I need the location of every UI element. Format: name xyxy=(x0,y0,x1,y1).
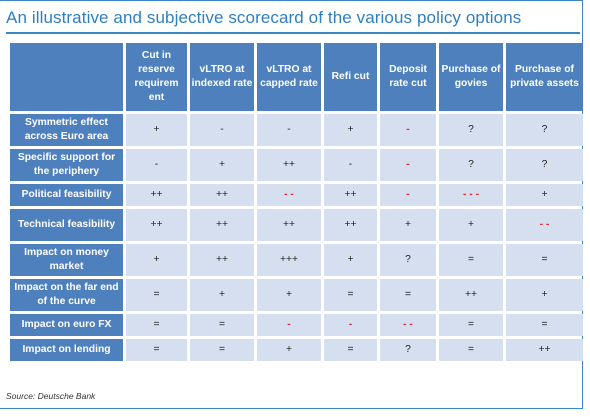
score-cell: = xyxy=(126,279,187,311)
score-cell: - - - xyxy=(439,184,503,206)
score-cell: ? xyxy=(506,149,583,181)
column-header: vLTRO at capped rate xyxy=(257,43,321,111)
row-header: Symmetric effect across Euro area xyxy=(10,114,123,146)
score-cell: ++ xyxy=(257,149,321,181)
score-cell: = xyxy=(324,279,377,311)
score-cell: - - xyxy=(257,184,321,206)
score-cell: ? xyxy=(380,339,436,361)
row-header: Impact on euro FX xyxy=(10,314,123,336)
score-cell: + xyxy=(190,149,254,181)
score-cell: - xyxy=(126,149,187,181)
score-cell: - - xyxy=(506,209,583,241)
score-cell: = xyxy=(380,279,436,311)
header-row: Cut in reserve requirem ent vLTRO at ind… xyxy=(10,43,583,111)
score-cell: ++ xyxy=(126,184,187,206)
score-cell: = xyxy=(506,314,583,336)
title-divider xyxy=(6,32,580,34)
score-cell: + xyxy=(126,114,187,146)
row-header: Impact on lending xyxy=(10,339,123,361)
column-header: Refi cut xyxy=(324,43,377,111)
score-cell: ++ xyxy=(324,184,377,206)
table-row: Impact on lending = = + =? = ++ xyxy=(10,339,583,361)
score-cell: ++ xyxy=(126,209,187,241)
column-header: Purchase of private assets xyxy=(506,43,583,111)
score-cell: +++ xyxy=(257,244,321,276)
column-header: vLTRO at indexed rate xyxy=(190,43,254,111)
row-header: Specific support for the periphery xyxy=(10,149,123,181)
score-cell: = xyxy=(439,339,503,361)
score-cell: ++ xyxy=(190,184,254,206)
figure-title: An illustrative and subjective scorecard… xyxy=(6,8,522,27)
column-header: Purchase of govies xyxy=(439,43,503,111)
row-header: Political feasibility xyxy=(10,184,123,206)
score-cell: - xyxy=(190,114,254,146)
table-row: Technical feasibility ++ ++ ++ ++ + + - - xyxy=(10,209,583,241)
score-cell: + xyxy=(380,209,436,241)
score-cell: ? xyxy=(439,149,503,181)
score-cell: + xyxy=(506,184,583,206)
score-cell: - xyxy=(257,114,321,146)
table-row: Symmetric effect across Euro area + - - + -?? xyxy=(10,114,583,146)
score-cell: = xyxy=(190,339,254,361)
source-note: Source: Deutsche Bank xyxy=(6,391,96,401)
score-cell: = xyxy=(439,244,503,276)
score-cell: = xyxy=(126,339,187,361)
frame-bottom-border xyxy=(0,408,583,409)
table-row: Specific support for the periphery - + ++ - -… xyxy=(10,149,583,181)
table-row: Impact on money market + ++ +++ +? = = xyxy=(10,244,583,276)
score-cell: = xyxy=(439,314,503,336)
score-cell: - xyxy=(257,314,321,336)
score-cell: ? xyxy=(439,114,503,146)
table-row: Impact on euro FX = = - - - - = = xyxy=(10,314,583,336)
score-cell: - xyxy=(380,114,436,146)
score-cell: ++ xyxy=(439,279,503,311)
row-header: Impact on money market xyxy=(10,244,123,276)
score-cell: + xyxy=(126,244,187,276)
score-cell: ++ xyxy=(324,209,377,241)
header-corner xyxy=(10,43,123,111)
table-row: Impact on the far end of the curve = + + = = +… xyxy=(10,279,583,311)
score-cell: + xyxy=(257,279,321,311)
score-cell: = xyxy=(190,314,254,336)
score-cell: - xyxy=(324,149,377,181)
score-cell: ++ xyxy=(257,209,321,241)
column-header: Deposit rate cut xyxy=(380,43,436,111)
score-cell: = xyxy=(324,339,377,361)
score-cell: ? xyxy=(506,114,583,146)
score-cell: + xyxy=(257,339,321,361)
row-header: Technical feasibility xyxy=(10,209,123,241)
score-cell: - xyxy=(324,314,377,336)
score-cell: - xyxy=(380,149,436,181)
score-cell: + xyxy=(324,244,377,276)
frame-top-border xyxy=(0,0,583,1)
score-cell: + xyxy=(439,209,503,241)
score-cell: + xyxy=(324,114,377,146)
table-row: Political feasibility ++ ++ - - ++ - - - - + xyxy=(10,184,583,206)
score-cell: ? xyxy=(380,244,436,276)
row-header: Impact on the far end of the curve xyxy=(10,279,123,311)
score-cell: = xyxy=(126,314,187,336)
score-cell: - xyxy=(380,184,436,206)
score-cell: ++ xyxy=(506,339,583,361)
score-cell: - - xyxy=(380,314,436,336)
score-cell: = xyxy=(506,244,583,276)
scorecard-table: Cut in reserve requirem ent vLTRO at ind… xyxy=(7,40,586,364)
score-cell: + xyxy=(506,279,583,311)
score-cell: ++ xyxy=(190,244,254,276)
table-body: Symmetric effect across Euro area + - - + -??… xyxy=(10,114,583,361)
score-cell: ++ xyxy=(190,209,254,241)
score-cell: + xyxy=(190,279,254,311)
column-header: Cut in reserve requirem ent xyxy=(126,43,187,111)
